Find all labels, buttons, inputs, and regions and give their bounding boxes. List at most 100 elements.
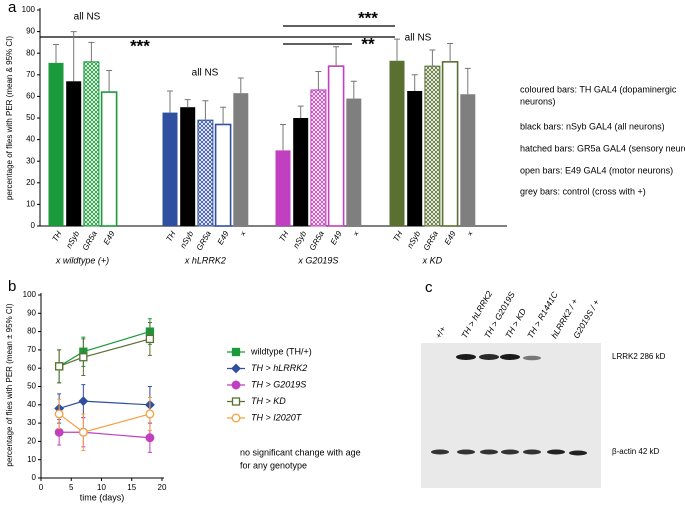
legend-note: open bars: E49 GAL4 (motor neurons) (520, 165, 673, 175)
error-bar (53, 44, 59, 63)
legend-note: neurons) (520, 96, 556, 106)
y-tick-label: 90 (26, 27, 35, 36)
x-tick-label: GR5a (195, 229, 214, 252)
y-tick-label: 0 (31, 221, 36, 230)
error-bar (350, 80, 357, 99)
bar (233, 93, 249, 226)
x-tick-label: nSyb (64, 229, 81, 250)
legend-note: black bars: nSyb GAL4 (all neurons) (520, 121, 665, 131)
panel-label: b (8, 278, 16, 295)
y-tick-label: 0 (32, 473, 37, 482)
band (431, 449, 449, 455)
x-tick-label: TH (164, 229, 177, 243)
bar (407, 91, 423, 226)
panel-label: a (8, 0, 17, 16)
bar (100, 91, 118, 227)
lane-label: +/+ (433, 324, 448, 340)
x-tick-label: TH (391, 229, 404, 243)
x-tick-label: TH (50, 229, 63, 243)
annotation: *** (130, 36, 150, 55)
x-tick-label: GR5a (422, 229, 441, 252)
error-bar (297, 105, 304, 118)
y-tick-label: 30 (27, 418, 36, 427)
band (500, 354, 520, 360)
point (145, 409, 155, 419)
point (54, 427, 64, 437)
point (78, 427, 88, 437)
series-line (58, 338, 151, 367)
x-tick-label: 10 (97, 483, 106, 492)
x-tick-label: 15 (127, 483, 136, 492)
band-label: LRRK2 286 kD (612, 352, 666, 361)
y-tick-label: 50 (27, 382, 36, 391)
point (78, 396, 89, 407)
note: for any genotype (240, 460, 307, 470)
y-tick-label: 30 (26, 156, 35, 165)
band (456, 354, 476, 360)
point (145, 334, 155, 344)
y-tick-label: 20 (26, 178, 35, 187)
error-bar (429, 49, 436, 67)
error-bar (184, 99, 191, 108)
bar (48, 62, 64, 226)
annotation: all NS (192, 68, 219, 79)
bar (162, 112, 178, 226)
error-bar (70, 31, 77, 82)
bar (389, 60, 405, 227)
annotation: ** (361, 34, 375, 53)
x-tick-label: E49 (216, 229, 231, 246)
band-label: β-actin 42 kD (612, 447, 660, 456)
y-axis-label: percentage of flies with PER (mean & 95%… (5, 36, 14, 200)
y-tick-label: 90 (27, 308, 36, 317)
x-tick-label: nSyb (405, 229, 422, 250)
x-tick-label: GR5a (308, 229, 327, 252)
bar (275, 150, 291, 226)
y-tick-label: 80 (27, 327, 36, 336)
point (54, 409, 64, 419)
note: no significant change with age (240, 447, 361, 457)
band (480, 449, 498, 455)
bar (214, 123, 232, 227)
bar (346, 98, 362, 226)
legend-label: wildtype (TH/+) (250, 346, 312, 356)
series-line (58, 413, 151, 433)
error-bar (220, 106, 227, 125)
legend-note: hatched bars: GR5a GAL4 (sensory neurons… (520, 143, 685, 153)
error-bar (394, 38, 400, 61)
legend-marker (231, 363, 241, 374)
band (569, 450, 587, 456)
legend-marker (231, 413, 241, 423)
y-tick-label: 10 (27, 455, 36, 464)
annotation: all NS (74, 12, 101, 23)
band (547, 449, 565, 455)
x-tick-label: nSyb (178, 229, 195, 250)
bar (310, 89, 327, 227)
x-tick-label: E49 (102, 229, 117, 246)
annotation: *** (358, 8, 378, 27)
group-label: x KD (422, 255, 443, 265)
x-axis-label: time (days) (80, 492, 125, 502)
group-label: x hLRRK2 (184, 255, 226, 265)
point (145, 433, 155, 443)
legend-label: TH > KD (251, 396, 286, 406)
error-bar (464, 67, 471, 95)
legend-label: TH > G2019S (251, 379, 306, 389)
blot-background (421, 343, 601, 488)
y-tick-label: 10 (26, 200, 35, 209)
legend-label: TH > hLRRK2 (251, 363, 307, 373)
band (457, 449, 475, 455)
y-tick-label: 40 (26, 135, 35, 144)
error-bar (202, 100, 209, 121)
error-bar (106, 69, 113, 93)
error-bar (280, 123, 286, 151)
series-line (58, 400, 150, 410)
bar (327, 65, 345, 227)
y-tick-label: 80 (26, 48, 35, 57)
y-tick-label: 100 (22, 5, 36, 14)
error-bar (167, 90, 173, 113)
y-tick-label: 70 (26, 70, 35, 79)
bar (460, 94, 476, 227)
y-axis-label: percentage of flies with PER (mean ± 95%… (5, 303, 14, 466)
y-tick-label: 20 (27, 437, 36, 446)
